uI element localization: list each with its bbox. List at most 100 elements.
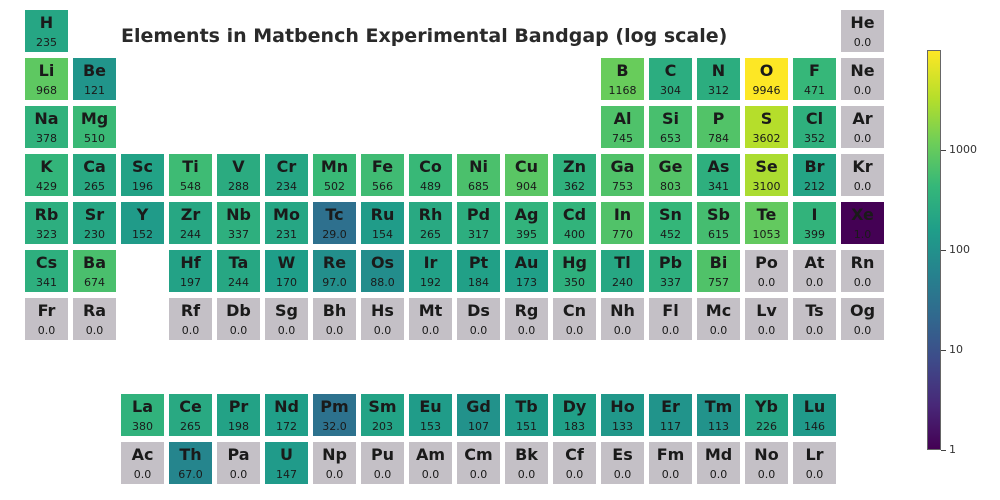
element-count: 784 [708, 132, 729, 145]
element-count: 0.0 [229, 468, 248, 481]
element-symbol: H [39, 13, 54, 32]
element-count: 172 [276, 420, 297, 433]
element-cell-tc: Tc 29.0 [313, 202, 356, 244]
element-symbol: F [809, 61, 820, 80]
element-symbol: At [804, 253, 825, 272]
element-count: 97.0 [322, 276, 347, 289]
element-count: 0.0 [373, 468, 392, 481]
colorbar-tick-label: 100 [949, 243, 970, 256]
element-symbol: Rn [850, 253, 875, 272]
element-cell-sn: Sn 452 [649, 202, 692, 244]
element-cell-pt: Pt 184 [457, 250, 500, 292]
element-symbol: O [759, 61, 774, 80]
element-cell-rn: Rn 0.0 [841, 250, 884, 292]
element-symbol: Hf [180, 253, 201, 272]
element-cell-p: P 784 [697, 106, 740, 148]
element-cell-as: As 341 [697, 154, 740, 196]
element-cell-fr: Fr 0.0 [25, 298, 68, 340]
element-cell-og: Og 0.0 [841, 298, 884, 340]
element-symbol: Nh [610, 301, 635, 320]
element-cell-ti: Ti 548 [169, 154, 212, 196]
element-cell-hg: Hg 350 [553, 250, 596, 292]
element-count: 674 [84, 276, 105, 289]
element-symbol: Ts [805, 301, 824, 320]
element-count: 323 [36, 228, 57, 241]
element-count: 0.0 [757, 468, 776, 481]
element-count: 0.0 [853, 276, 872, 289]
element-count: 0.0 [709, 324, 728, 337]
element-symbol: Ga [610, 157, 635, 176]
element-symbol: Co [419, 157, 442, 176]
element-count: 0.0 [133, 468, 152, 481]
element-count: 745 [612, 132, 633, 145]
element-cell-ba: Ba 674 [73, 250, 116, 292]
element-count: 3100 [752, 180, 781, 193]
colorbar [927, 50, 941, 450]
element-count: 197 [180, 276, 201, 289]
element-symbol: Cs [35, 253, 58, 272]
element-symbol: B [616, 61, 629, 80]
element-symbol: Fl [662, 301, 679, 320]
element-symbol: Ni [469, 157, 488, 176]
element-symbol: Y [136, 205, 149, 224]
element-count: 244 [228, 276, 249, 289]
element-symbol: Rf [180, 301, 201, 320]
element-cell-tm: Tm 113 [697, 394, 740, 436]
element-symbol: Zn [563, 157, 586, 176]
element-symbol: Cn [562, 301, 587, 320]
element-count: 0.0 [469, 324, 488, 337]
element-count: 121 [84, 84, 105, 97]
element-cell-ts: Ts 0.0 [793, 298, 836, 340]
element-count: 0.0 [757, 324, 776, 337]
element-symbol: Pr [228, 397, 249, 416]
element-cell-cn: Cn 0.0 [553, 298, 596, 340]
element-cell-tl: Tl 240 [601, 250, 644, 292]
element-count: 0.0 [853, 84, 872, 97]
element-symbol: Cf [565, 445, 584, 464]
element-cell-gd: Gd 107 [457, 394, 500, 436]
element-count: 378 [36, 132, 57, 145]
element-cell-y: Y 152 [121, 202, 164, 244]
element-count: 337 [228, 228, 249, 241]
element-symbol: Mn [320, 157, 349, 176]
element-cell-cf: Cf 0.0 [553, 442, 596, 484]
element-cell-kr: Kr 0.0 [841, 154, 884, 196]
element-cell-cr: Cr 234 [265, 154, 308, 196]
element-symbol: Na [34, 109, 59, 128]
element-symbol: Ru [370, 205, 395, 224]
element-count: 489 [420, 180, 441, 193]
element-count: 653 [660, 132, 681, 145]
element-cell-ir: Ir 192 [409, 250, 452, 292]
element-count: 904 [516, 180, 537, 193]
element-symbol: Ac [131, 445, 154, 464]
element-symbol: As [707, 157, 730, 176]
element-cell-be: Be 121 [73, 58, 116, 100]
element-count: 341 [36, 276, 57, 289]
element-count: 117 [660, 420, 681, 433]
element-cell-fl: Fl 0.0 [649, 298, 692, 340]
element-symbol: Ds [467, 301, 490, 320]
element-count: 133 [612, 420, 633, 433]
element-count: 770 [612, 228, 633, 241]
element-count: 32.0 [322, 420, 347, 433]
element-symbol: Mo [273, 205, 300, 224]
element-count: 0.0 [853, 132, 872, 145]
element-cell-br: Br 212 [793, 154, 836, 196]
element-symbol: Lu [803, 397, 826, 416]
element-cell-rf: Rf 0.0 [169, 298, 212, 340]
element-symbol: Cu [514, 157, 539, 176]
element-symbol: Re [322, 253, 347, 272]
element-count: 0.0 [805, 276, 824, 289]
element-cell-c: C 304 [649, 58, 692, 100]
element-cell-th: Th 67.0 [169, 442, 212, 484]
element-symbol: Pm [320, 397, 349, 416]
element-count: 235 [36, 36, 57, 49]
element-cell-b: B 1168 [601, 58, 644, 100]
element-count: 203 [372, 420, 393, 433]
element-count: 0.0 [853, 324, 872, 337]
element-cell-pd: Pd 317 [457, 202, 500, 244]
element-cell-lv: Lv 0.0 [745, 298, 788, 340]
element-count: 304 [660, 84, 681, 97]
element-cell-u: U 147 [265, 442, 308, 484]
element-count: 0.0 [229, 324, 248, 337]
